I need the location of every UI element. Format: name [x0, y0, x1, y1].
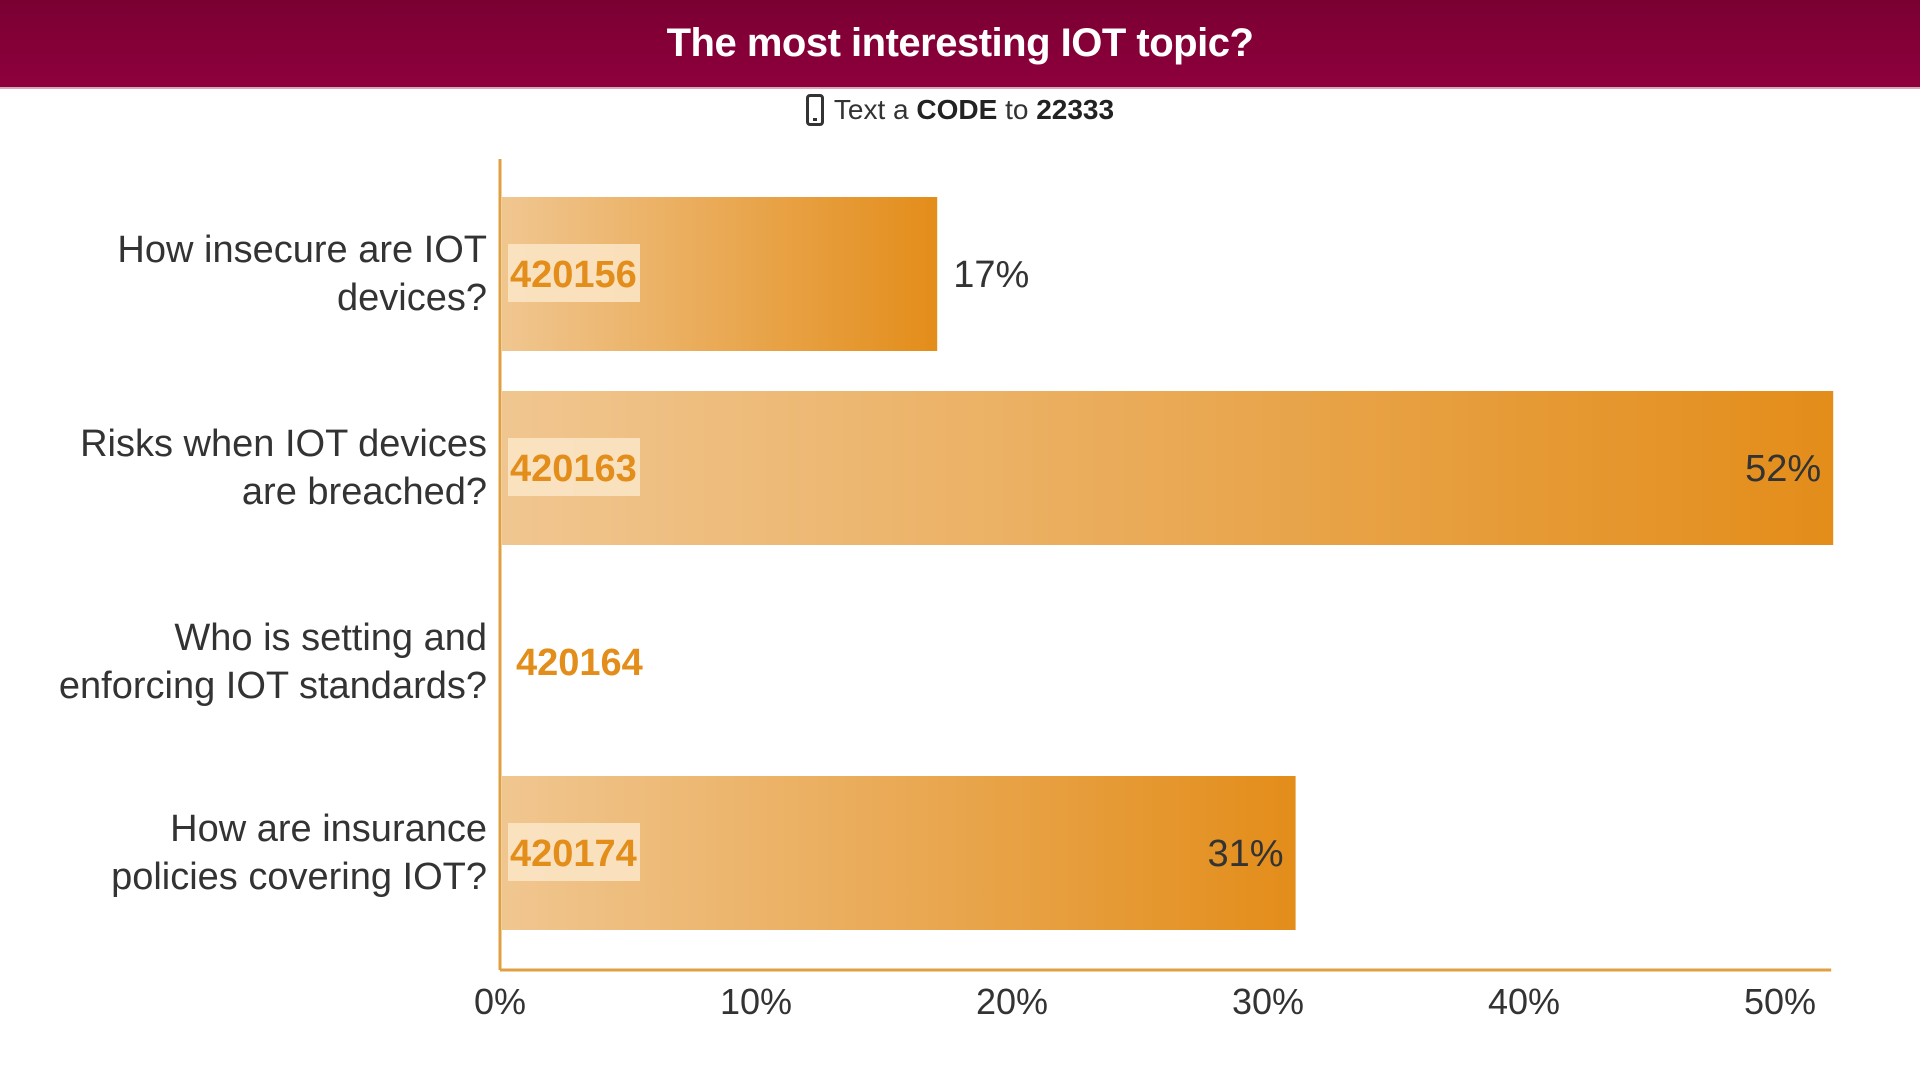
code-badge: [508, 823, 640, 881]
category-label-line: are breached?: [241, 471, 487, 513]
category-label-line: How are insurance: [170, 808, 487, 850]
category-label: How insecure are IOT devices?: [117, 226, 487, 322]
x-tick-label: 30%: [1232, 981, 1304, 1022]
instructions: Text a CODE to 22333: [0, 94, 1920, 126]
category-label: Who is setting and enforcing IOT standard…: [59, 614, 487, 710]
answer-code: 420164: [516, 642, 643, 684]
phone-icon: [805, 94, 824, 126]
category-label-line: devices?: [337, 277, 487, 319]
poll-title: The most interesting IOT topic?: [666, 21, 1254, 65]
value-label: 31%: [1208, 833, 1284, 875]
header: The most interesting IOT topic?: [0, 0, 1920, 89]
x-tick-label: 10%: [720, 981, 792, 1022]
category-label-line: Risks when IOT devices: [80, 423, 487, 465]
answer-code: 420156: [510, 254, 637, 296]
x-tick-label: 20%: [976, 981, 1048, 1022]
answer-code: 420174: [510, 833, 637, 875]
category-label-line: enforcing IOT standards?: [58, 665, 487, 707]
instructions-prefix: Text a: [833, 94, 909, 125]
x-tick-label: 50%: [1744, 981, 1816, 1022]
category-label: How are insurance policies covering IOT?: [111, 805, 487, 901]
code-badge: [508, 438, 640, 496]
answer-code: 420163: [510, 448, 637, 490]
category-label-line: How insecure are IOT: [117, 229, 487, 271]
instructions-code-word: CODE: [916, 94, 998, 125]
bar: [502, 391, 1834, 545]
category-label-line: policies covering IOT?: [111, 856, 487, 898]
value-label: 17%: [953, 254, 1029, 296]
instructions-number: 22333: [1036, 94, 1115, 125]
category-label-line: Who is setting and: [174, 617, 487, 659]
category-label: Risks when IOT devices are breached?: [80, 420, 487, 516]
code-badge: [508, 244, 640, 302]
instructions-to: to: [1005, 94, 1029, 125]
value-label: 52%: [1745, 448, 1821, 490]
x-tick-label: 0%: [474, 981, 526, 1022]
x-tick-label: 40%: [1488, 981, 1560, 1022]
